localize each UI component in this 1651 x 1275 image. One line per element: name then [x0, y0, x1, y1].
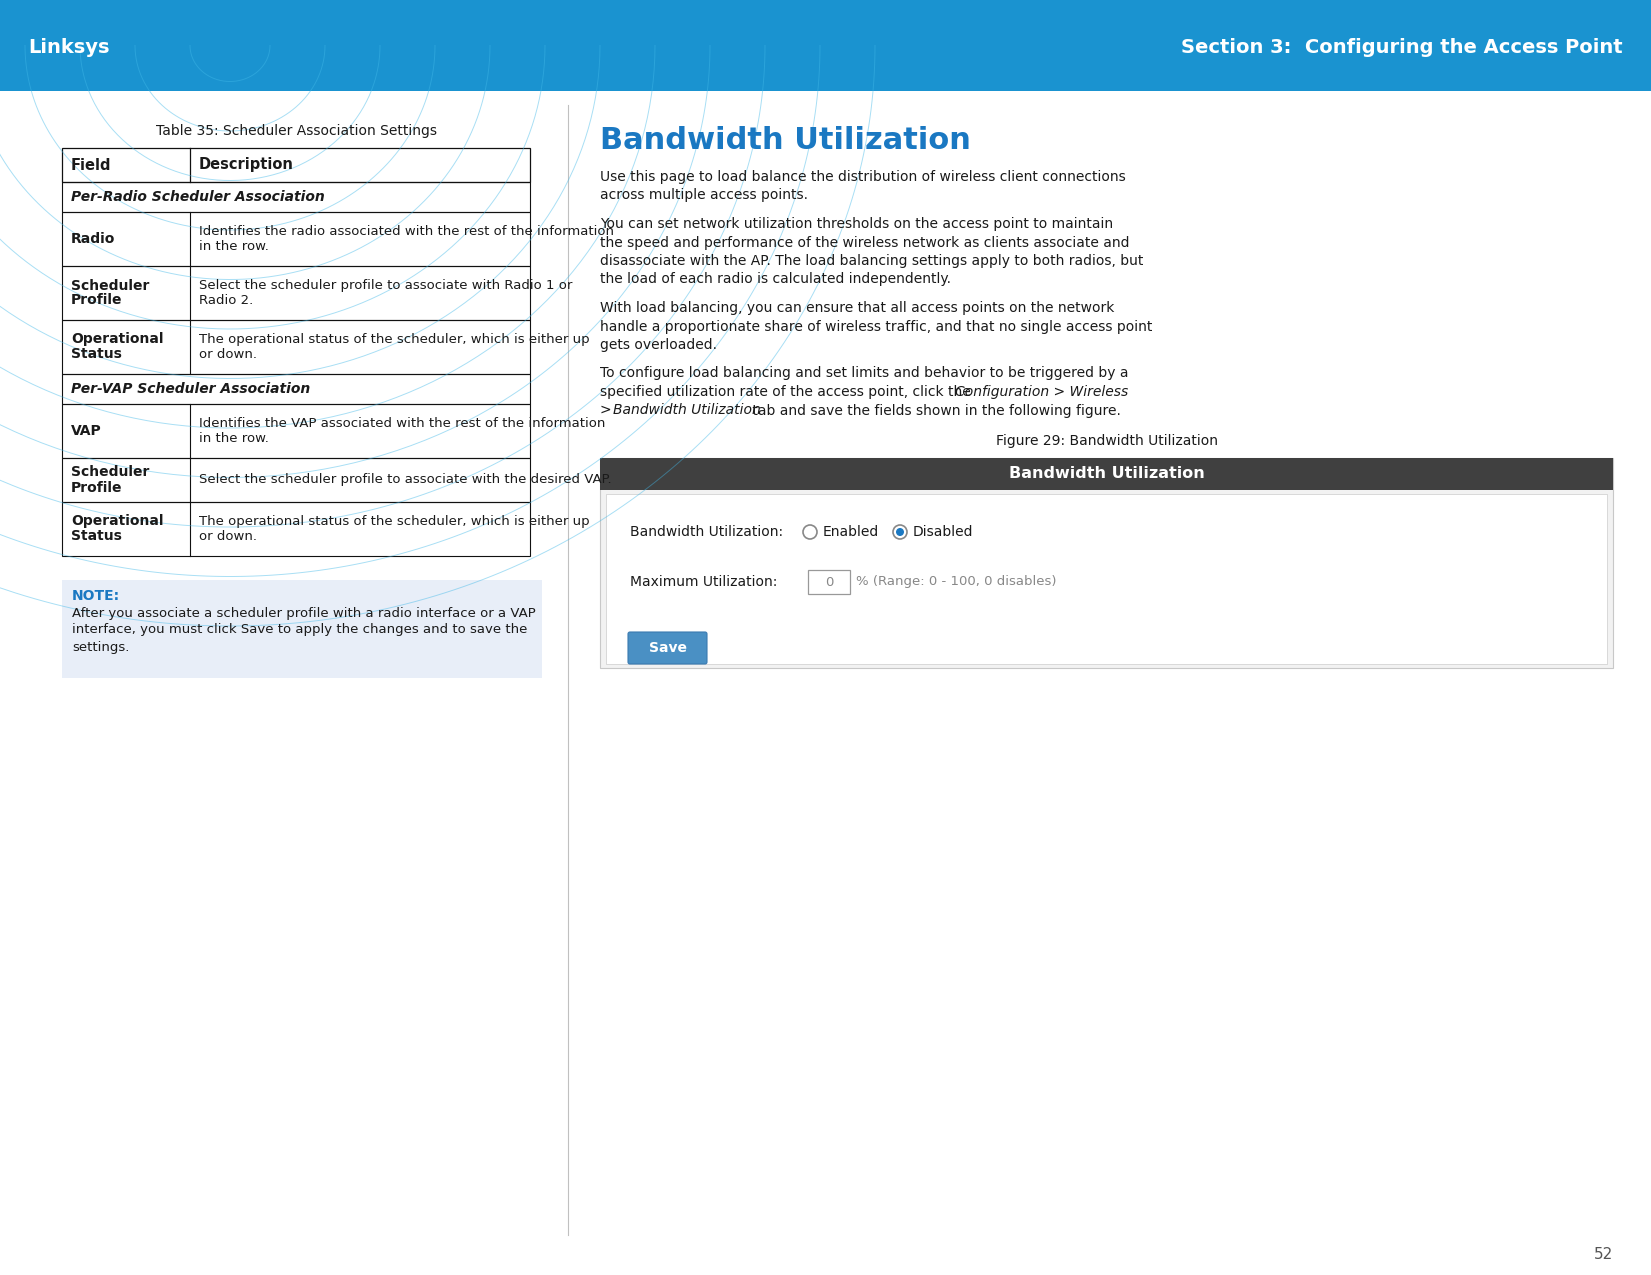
- Text: Table 35: Scheduler Association Settings: Table 35: Scheduler Association Settings: [155, 124, 436, 138]
- Text: After you associate a scheduler profile with a radio interface or a VAP: After you associate a scheduler profile …: [73, 607, 537, 620]
- Text: 0: 0: [826, 575, 834, 589]
- Text: gets overloaded.: gets overloaded.: [599, 338, 717, 352]
- Bar: [63, 212, 530, 266]
- Text: Bandwidth Utilization: Bandwidth Utilization: [599, 126, 971, 156]
- Text: Linksys: Linksys: [28, 38, 109, 57]
- Text: To configure load balancing and set limits and behavior to be triggered by a: To configure load balancing and set limi…: [599, 366, 1129, 380]
- Text: Use this page to load balance the distribution of wireless client connections: Use this page to load balance the distri…: [599, 170, 1126, 184]
- Text: Identifies the VAP associated with the rest of the information: Identifies the VAP associated with the r…: [200, 417, 606, 430]
- Text: Identifies the radio associated with the rest of the information: Identifies the radio associated with the…: [200, 224, 614, 238]
- Text: Operational: Operational: [71, 515, 163, 529]
- Circle shape: [802, 525, 817, 539]
- Bar: [63, 580, 542, 678]
- Text: tab and save the fields shown in the following figure.: tab and save the fields shown in the fol…: [748, 403, 1121, 417]
- Text: in the row.: in the row.: [200, 432, 269, 445]
- Text: NOTE:: NOTE:: [73, 589, 121, 603]
- Text: Per-VAP Scheduler Association: Per-VAP Scheduler Association: [71, 382, 310, 397]
- Bar: [63, 182, 530, 212]
- Text: Description: Description: [200, 158, 294, 172]
- Text: Profile: Profile: [71, 481, 122, 495]
- Bar: [63, 148, 530, 182]
- Text: Enabled: Enabled: [822, 525, 880, 539]
- Text: Select the scheduler profile to associate with Radio 1 or: Select the scheduler profile to associat…: [200, 279, 573, 292]
- Bar: [63, 404, 530, 458]
- Bar: [599, 458, 1613, 490]
- Text: Bandwidth Utilization: Bandwidth Utilization: [613, 403, 761, 417]
- Text: Status: Status: [71, 529, 122, 543]
- Bar: [63, 458, 530, 502]
- Bar: [599, 458, 1613, 668]
- Text: With load balancing, you can ensure that all access points on the network: With load balancing, you can ensure that…: [599, 301, 1114, 315]
- Text: Section 3:  Configuring the Access Point: Section 3: Configuring the Access Point: [1182, 38, 1623, 57]
- Text: the load of each radio is calculated independently.: the load of each radio is calculated ind…: [599, 273, 951, 287]
- Text: 52: 52: [1593, 1247, 1613, 1262]
- Text: Save: Save: [649, 641, 687, 655]
- Text: interface, you must click Save to apply the changes and to save the: interface, you must click Save to apply …: [73, 623, 527, 636]
- Text: Figure 29: Bandwidth Utilization: Figure 29: Bandwidth Utilization: [996, 434, 1217, 448]
- Text: VAP: VAP: [71, 425, 102, 439]
- Text: Radio 2.: Radio 2.: [200, 295, 253, 307]
- Text: Bandwidth Utilization: Bandwidth Utilization: [1009, 467, 1204, 482]
- Bar: [63, 502, 530, 556]
- Circle shape: [893, 525, 906, 539]
- Text: % (Range: 0 - 100, 0 disables): % (Range: 0 - 100, 0 disables): [855, 575, 1057, 589]
- Text: Operational: Operational: [71, 333, 163, 347]
- Circle shape: [896, 528, 905, 536]
- Text: Profile: Profile: [71, 293, 122, 307]
- Text: settings.: settings.: [73, 640, 129, 654]
- Text: or down.: or down.: [200, 348, 258, 361]
- Text: handle a proportionate share of wireless traffic, and that no single access poin: handle a proportionate share of wireless…: [599, 320, 1152, 334]
- Bar: [63, 320, 530, 374]
- Text: Radio: Radio: [71, 232, 116, 246]
- Bar: [0, 0, 1651, 91]
- Text: disassociate with the AP. The load balancing settings apply to both radios, but: disassociate with the AP. The load balan…: [599, 254, 1144, 268]
- Text: the speed and performance of the wireless network as clients associate and: the speed and performance of the wireles…: [599, 236, 1129, 250]
- Text: You can set network utilization thresholds on the access point to maintain: You can set network utilization threshol…: [599, 217, 1113, 231]
- Text: Configuration > Wireless: Configuration > Wireless: [954, 385, 1128, 399]
- Text: across multiple access points.: across multiple access points.: [599, 189, 807, 203]
- Text: Bandwidth Utilization:: Bandwidth Utilization:: [631, 525, 783, 539]
- Text: Select the scheduler profile to associate with the desired VAP.: Select the scheduler profile to associat…: [200, 473, 611, 487]
- Text: Status: Status: [71, 348, 122, 362]
- Text: Disabled: Disabled: [913, 525, 974, 539]
- FancyBboxPatch shape: [627, 632, 707, 664]
- Bar: [63, 374, 530, 404]
- Bar: [807, 570, 850, 594]
- Text: Maximum Utilization:: Maximum Utilization:: [631, 575, 778, 589]
- Text: The operational status of the scheduler, which is either up: The operational status of the scheduler,…: [200, 333, 589, 346]
- Text: Field: Field: [71, 158, 112, 172]
- Text: in the row.: in the row.: [200, 240, 269, 252]
- Text: specified utilization rate of the access point, click the: specified utilization rate of the access…: [599, 385, 976, 399]
- Bar: [606, 493, 1606, 664]
- Text: The operational status of the scheduler, which is either up: The operational status of the scheduler,…: [200, 515, 589, 528]
- Text: Scheduler: Scheduler: [71, 465, 149, 479]
- Text: Scheduler: Scheduler: [71, 278, 149, 292]
- Text: >: >: [599, 403, 616, 417]
- Text: or down.: or down.: [200, 530, 258, 543]
- Text: Per-Radio Scheduler Association: Per-Radio Scheduler Association: [71, 190, 325, 204]
- Bar: [63, 266, 530, 320]
